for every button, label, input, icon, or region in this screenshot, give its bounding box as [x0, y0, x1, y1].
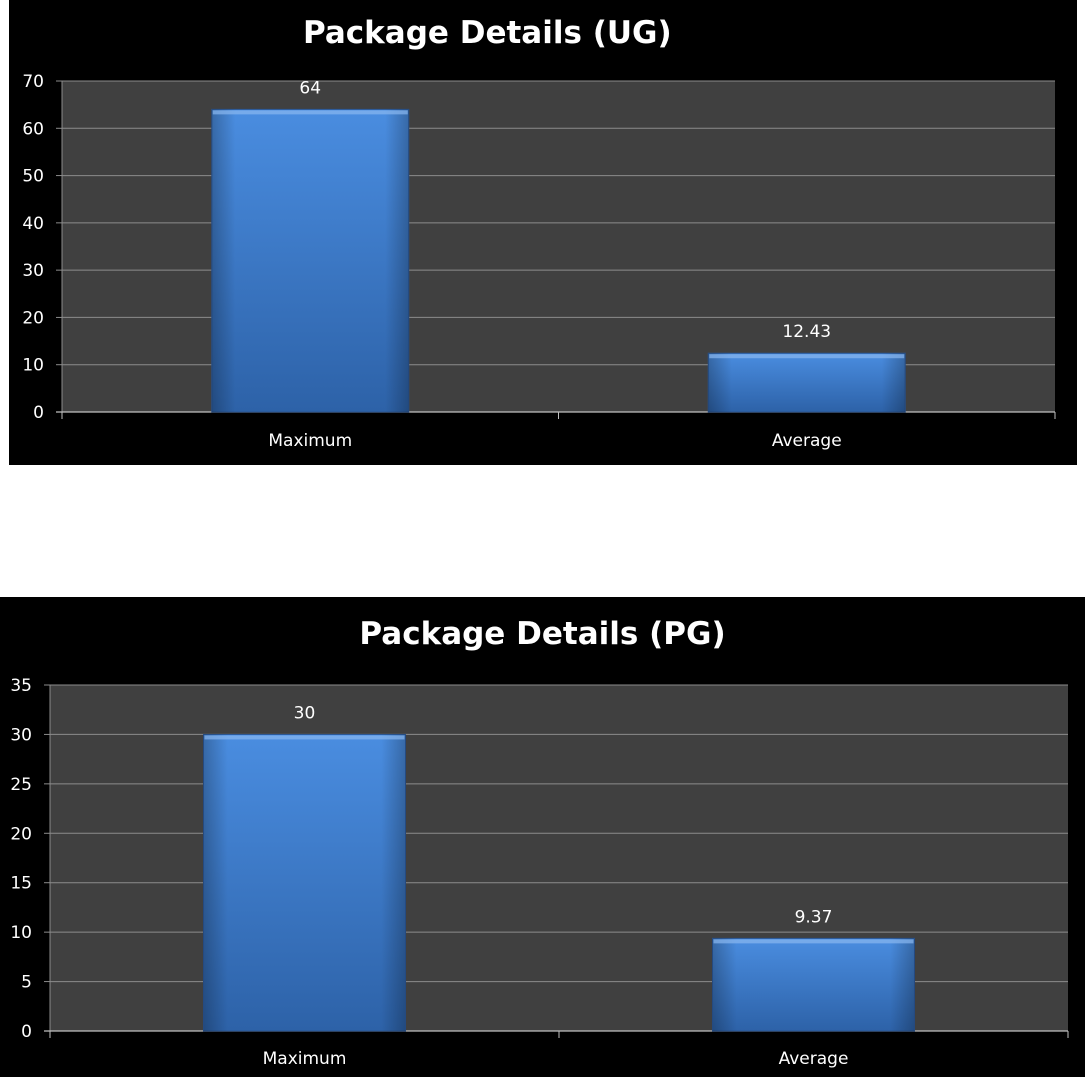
y-tick-label-ug: 70 — [22, 72, 44, 92]
chart-ug: Package Details (UG) 0 10 20 30 40 50 60 70 64 Ma… — [9, 0, 1077, 465]
y-tick-label-pg: 15 — [10, 874, 32, 894]
y-tick-label-pg: 10 — [10, 923, 32, 943]
y-tick-label-pg: 30 — [10, 725, 32, 745]
y-tick-label-pg: 20 — [10, 824, 32, 844]
x-tick-label-ug-maximum: Maximum — [268, 431, 352, 451]
data-label-pg-average: 9.37 — [795, 907, 833, 927]
x-tick-label-pg-maximum: Maximum — [263, 1049, 347, 1069]
data-label-ug-maximum: 64 — [299, 78, 321, 98]
bar-highlight-ug-maximum — [212, 110, 408, 115]
plot-area-ug — [62, 81, 1055, 412]
chart-pg-plot: 0 5 10 15 20 25 30 35 30 Maximum 9.37 Average — [10, 676, 1069, 1069]
bar-highlight-ug-average — [709, 354, 905, 359]
bar-shading-ug-average — [708, 353, 906, 412]
data-label-pg-maximum: 30 — [294, 703, 316, 723]
x-tick-label-pg-average: Average — [779, 1049, 849, 1069]
y-tick-label-ug: 30 — [22, 261, 44, 281]
y-tick-label-ug: 50 — [22, 167, 44, 187]
y-tick-label-pg: 25 — [10, 775, 32, 795]
y-tick-label-pg: 35 — [10, 676, 32, 696]
y-tick-label-pg: 5 — [21, 973, 32, 993]
y-tick-label-pg: 0 — [21, 1022, 32, 1042]
chart-ug-plot: 0 10 20 30 40 50 60 70 64 Maximum 12.43 Average — [22, 72, 1056, 451]
bar-highlight-pg-average — [713, 939, 914, 944]
data-label-ug-average: 12.43 — [782, 322, 831, 342]
x-tick-label-ug-average: Average — [772, 431, 842, 451]
bar-shading-ug-maximum — [211, 109, 409, 412]
y-tick-label-ug: 10 — [22, 356, 44, 376]
plot-area-pg — [50, 685, 1068, 1031]
bar-shading-pg-maximum — [203, 734, 406, 1031]
bar-shading-pg-average — [712, 938, 915, 1031]
y-tick-label-ug: 0 — [33, 403, 44, 423]
bar-highlight-pg-maximum — [204, 735, 405, 740]
y-tick-label-ug: 40 — [22, 214, 44, 234]
chart-pg: Package Details (PG) 0 5 10 15 20 25 30 35 30 Max… — [0, 597, 1085, 1077]
y-tick-label-ug: 60 — [22, 119, 44, 139]
chart-title-ug: Package Details (UG) — [303, 15, 672, 51]
chart-title-pg: Package Details (PG) — [359, 616, 726, 652]
y-tick-label-ug: 20 — [22, 308, 44, 328]
